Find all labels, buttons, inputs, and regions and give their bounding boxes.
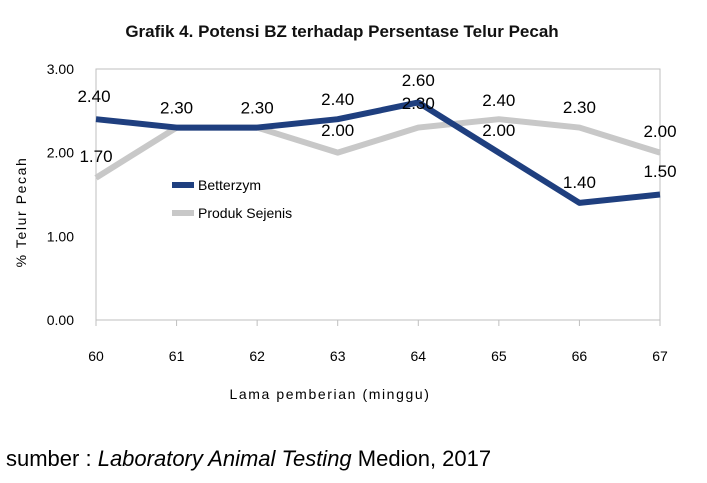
chart-title: Grafik 4. Potensi BZ terhadap Persentase… (125, 22, 558, 41)
x-tick-label: 61 (169, 348, 185, 364)
y-axis-title: % Telur Pecah (13, 157, 29, 268)
data-label: 2.30 (160, 99, 193, 118)
plot-area: 0.00 1.00 2.00 3.00 60 61 62 63 64 65 66 67 2.40 2.30… (47, 61, 677, 364)
chart-svg: Grafik 4. Potensi BZ terhadap Persentase… (0, 0, 707, 440)
data-label: 2.00 (321, 121, 354, 140)
source-prefix: sumber : (6, 446, 98, 471)
x-tick-label: 64 (410, 348, 426, 364)
y-tick-label: 3.00 (47, 61, 74, 77)
legend-label: Produk Sejenis (198, 205, 292, 221)
x-tick-label: 67 (652, 348, 668, 364)
data-label: 2.40 (482, 91, 515, 110)
data-label: 2.30 (402, 94, 435, 113)
series-line-betterzym (95, 99, 661, 206)
x-tick-label: 60 (88, 348, 104, 364)
x-tick-label: 62 (249, 348, 265, 364)
data-label: 1.70 (79, 147, 112, 166)
x-tick-label: 63 (330, 348, 346, 364)
chart-background (0, 0, 707, 440)
x-tick-label: 65 (491, 348, 507, 364)
y-tick-label: 2.00 (47, 145, 74, 161)
legend: Betterzym Produk Sejenis (172, 177, 292, 221)
data-label: 2.40 (321, 90, 354, 109)
source-suffix: Medion, 2017 (351, 446, 492, 471)
data-label: 2.00 (643, 122, 676, 141)
x-axis-title: Lama pemberian (minggu) (230, 386, 431, 402)
data-label: 2.60 (402, 71, 435, 90)
data-label: 2.40 (77, 87, 110, 106)
x-tick-label: 66 (572, 348, 588, 364)
y-tick-label: 1.00 (47, 228, 74, 244)
y-tick-label: 0.00 (47, 312, 74, 328)
data-label: 1.40 (563, 173, 596, 192)
data-label: 2.00 (482, 121, 515, 140)
data-label: 2.30 (241, 99, 274, 118)
source-note: sumber : Laboratory Animal Testing Medio… (6, 446, 491, 472)
source-italic: Laboratory Animal Testing (97, 446, 352, 471)
data-label: 1.50 (643, 162, 676, 181)
legend-label: Betterzym (198, 177, 261, 193)
data-label: 2.30 (563, 98, 596, 117)
